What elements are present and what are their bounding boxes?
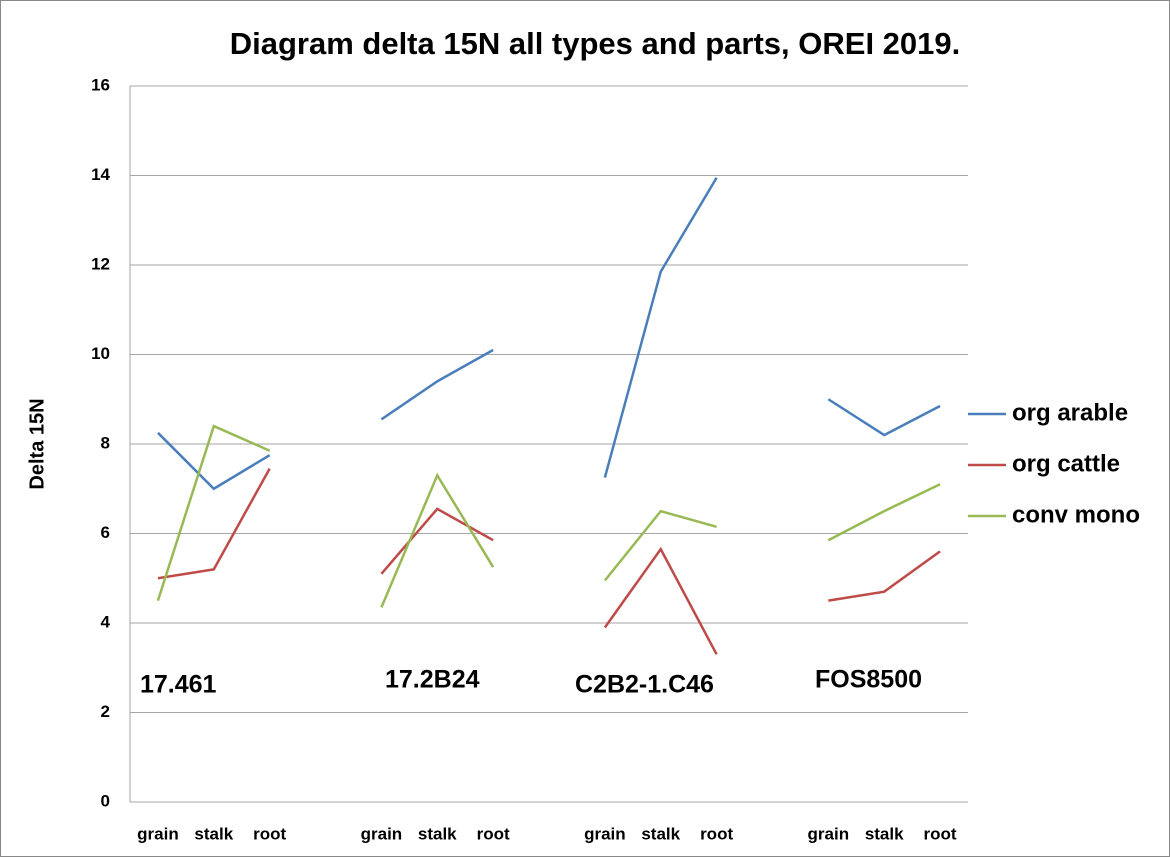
legend-label: org cattle [1012, 450, 1120, 477]
y-tick-label: 12 [91, 254, 110, 273]
x-tick-label: stalk [641, 824, 680, 843]
y-tick-label: 16 [91, 75, 110, 94]
x-tick-label: grain [808, 824, 850, 843]
annotation: 17.2B24 [385, 666, 480, 694]
y-tick-label: 8 [101, 433, 110, 452]
annotation: 17.461 [140, 671, 217, 699]
legend-label: org arable [1012, 399, 1128, 426]
x-tick-label: grain [137, 824, 179, 843]
chart-title: Diagram delta 15N all types and parts, O… [230, 26, 961, 61]
legend-label: conv mono [1012, 501, 1140, 528]
y-tick-label: 0 [101, 791, 110, 810]
y-tick-label: 6 [101, 523, 110, 542]
line-series [156, 424, 941, 608]
y-axis-label: Delta 15N [26, 398, 48, 489]
annotation: FOS8500 [815, 666, 922, 694]
x-tick-label: root [924, 824, 957, 843]
annotation: C2B2-1.C46 [575, 671, 714, 699]
y-tick-label: 2 [101, 702, 110, 721]
x-tick-label: stalk [418, 824, 457, 843]
y-tick-label: 14 [91, 165, 110, 184]
x-tick-label: stalk [865, 824, 904, 843]
x-tick-label: root [700, 824, 733, 843]
x-tick-label: grain [361, 824, 403, 843]
line-series [157, 468, 941, 655]
x-tick-label: stalk [194, 824, 233, 843]
line-series [157, 177, 941, 491]
x-tick-label: root [253, 824, 286, 843]
y-tick-label: 10 [91, 344, 110, 363]
y-tick-label: 4 [101, 612, 111, 631]
x-tick-label: root [477, 824, 510, 843]
x-tick-label: grain [584, 824, 626, 843]
